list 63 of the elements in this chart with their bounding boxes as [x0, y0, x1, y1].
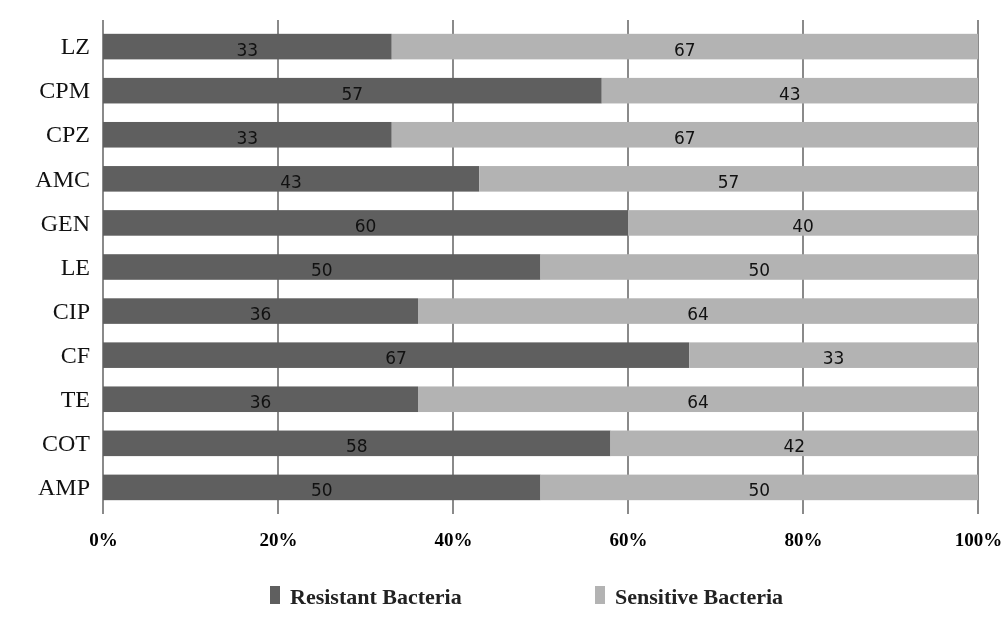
data-label: 67: [385, 348, 407, 369]
y-tick-label: CPM: [39, 77, 90, 104]
data-label: 50: [748, 480, 771, 501]
bar: [601, 77, 978, 104]
data-label: 36: [249, 392, 272, 413]
bar: [391, 121, 978, 148]
x-tick-label: 20%: [259, 529, 298, 550]
y-tick-label: COT: [42, 430, 91, 456]
x-tick-label: 40%: [434, 529, 473, 550]
y-tick-label: CIP: [52, 297, 90, 324]
data-label: 57: [341, 83, 364, 104]
data-label: 43: [280, 171, 302, 192]
bar: [103, 254, 541, 280]
bar: [479, 166, 978, 192]
bar: [103, 430, 611, 457]
data-label: 33: [822, 348, 845, 369]
bar: [103, 77, 602, 104]
data-label: 40: [792, 215, 814, 236]
data-label: 33: [236, 127, 259, 148]
data-label: 67: [674, 39, 696, 60]
y-tick-label: GEN: [40, 209, 90, 236]
bar: [103, 33, 392, 60]
y-tick-label: LE: [60, 253, 90, 280]
y-tick-label: LZ: [60, 33, 90, 60]
data-label: 58: [345, 436, 368, 457]
bar: [103, 121, 392, 148]
y-tick-label: AMP: [37, 474, 90, 501]
data-label: 64: [687, 304, 709, 325]
bar: [103, 386, 418, 413]
data-label: 42: [783, 436, 806, 457]
data-label: 50: [310, 480, 333, 501]
data-label: 43: [779, 83, 801, 104]
legend-label: Sensitive Bacteria: [615, 584, 784, 609]
legend-label: Resistant Bacteria: [290, 584, 462, 609]
bar: [103, 474, 541, 501]
bar: [103, 298, 418, 324]
x-tick-label: 0%: [89, 529, 118, 550]
bar: [391, 33, 978, 60]
data-label: 67: [674, 127, 696, 148]
y-tick-label: CPZ: [45, 121, 90, 148]
data-label: 50: [748, 260, 771, 280]
data-label: 50: [310, 260, 333, 280]
bar: [418, 386, 978, 413]
data-label: 64: [687, 392, 709, 413]
bar: [610, 430, 978, 457]
y-tick-label: AMC: [35, 165, 90, 192]
data-label: 60: [354, 215, 377, 236]
data-label: 33: [236, 39, 259, 60]
bar: [103, 166, 480, 192]
bar: [540, 474, 978, 501]
data-label: 57: [717, 171, 740, 192]
x-tick-label: 100%: [954, 529, 1003, 550]
bar: [103, 210, 628, 236]
bar: [628, 210, 978, 236]
bar: [540, 254, 978, 280]
x-tick-label: 80%: [784, 529, 823, 550]
y-tick-label: TE: [60, 385, 90, 412]
bar: [103, 342, 690, 368]
data-label: 36: [249, 304, 272, 325]
bar: [418, 298, 978, 324]
x-tick-label: 60%: [609, 529, 648, 550]
y-tick-label: CF: [60, 341, 90, 368]
bar: [689, 342, 978, 368]
